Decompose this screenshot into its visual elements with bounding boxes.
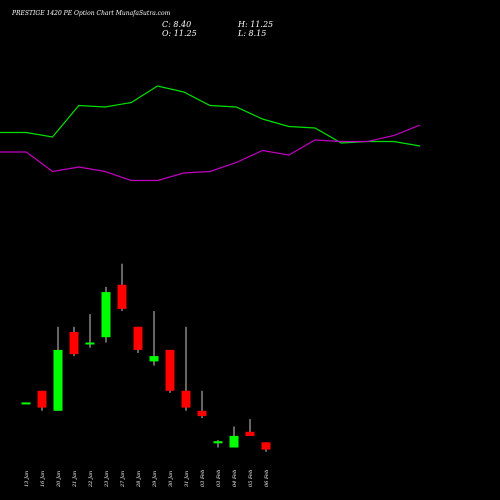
candle-down <box>181 390 191 408</box>
candle-down <box>117 284 127 309</box>
x-axis-ticks: 13 Jan 16 Jan 20 Jan 21 Jan 22 Jan 23 Jan 27 J… <box>24 470 270 488</box>
candle-down <box>37 390 47 408</box>
chart-title: PRESTIGE 1420 PE Option Chart MunafaSutr… <box>11 10 171 17</box>
candle-down <box>245 431 255 436</box>
x-tick-label: 04 Feb <box>232 470 238 487</box>
x-tick-label: 29 Jan <box>152 471 158 488</box>
candle-up <box>85 342 95 345</box>
candle-up <box>229 435 239 448</box>
x-tick-label: 27 Jan <box>120 471 126 488</box>
indicator-line-1 <box>0 85 421 147</box>
x-tick-label: 22 Jan <box>88 471 94 488</box>
candle-up <box>213 441 223 444</box>
candlesticks <box>21 263 271 452</box>
x-tick-label: 06 Feb <box>264 470 270 487</box>
candle-down <box>133 326 143 350</box>
x-tick-label: 30 Jan <box>168 471 174 487</box>
candle-down <box>197 410 207 417</box>
x-tick-label: 21 Jan <box>72 471 78 488</box>
x-tick-label: 20 Jan <box>56 471 62 488</box>
x-tick-label: 03 Feb <box>200 470 206 487</box>
close-price: C: 8.40 <box>162 20 191 29</box>
candle-up <box>149 356 159 362</box>
x-tick-label: 23 Jan <box>104 471 110 488</box>
x-tick-label: 31 Jan <box>184 471 190 487</box>
low-price: L: 8.15 <box>237 29 266 38</box>
x-tick-label: 28 Jan <box>136 471 142 488</box>
indicator-lines <box>0 85 421 182</box>
candle-up <box>21 402 31 405</box>
candle-down <box>165 349 175 391</box>
candle-up <box>53 349 63 411</box>
indicator-line-2 <box>0 124 421 182</box>
x-tick-label: 13 Jan <box>24 471 30 487</box>
x-tick-label: 03 Feb <box>216 470 222 487</box>
x-tick-label: 05 Feb <box>248 470 254 487</box>
open-price: O: 11.25 <box>162 29 197 38</box>
x-tick-label: 16 Jan <box>40 471 46 487</box>
candle-up <box>101 292 111 338</box>
candle-down <box>69 332 79 355</box>
candle-down <box>261 442 271 450</box>
high-price: H: 11.25 <box>237 20 273 29</box>
